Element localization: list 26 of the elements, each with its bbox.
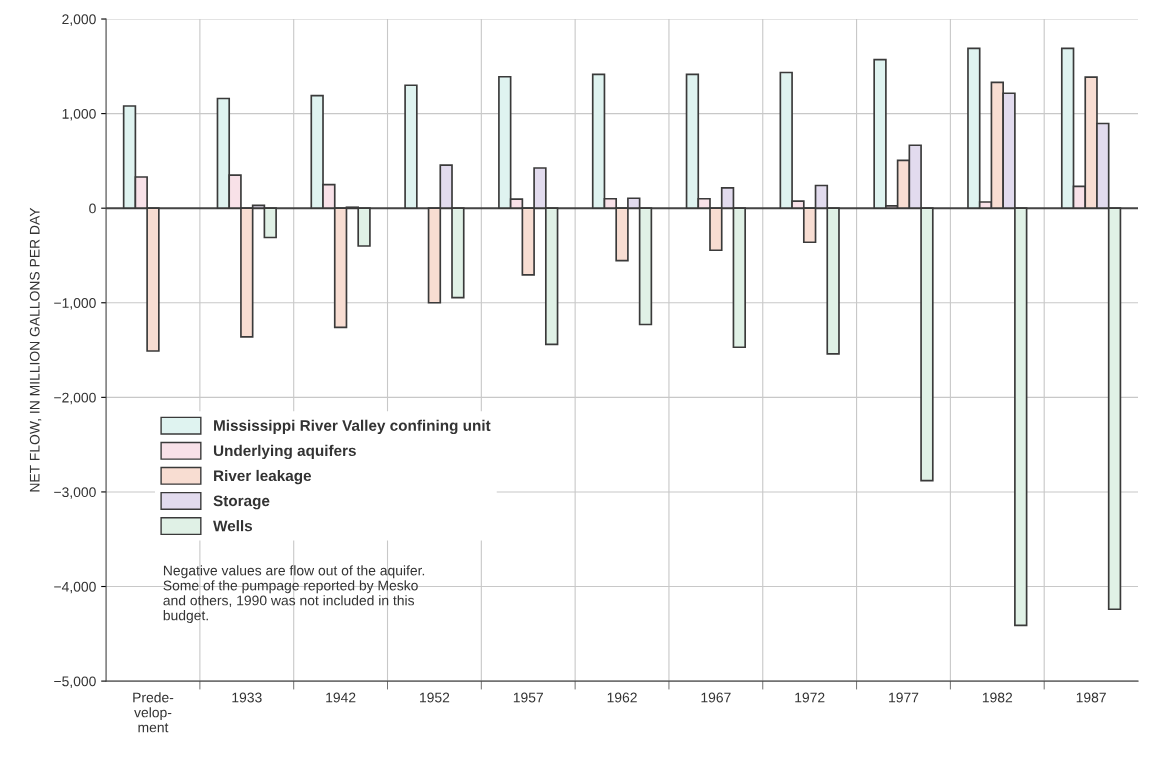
- annotation: Negative values are flow out of the aquifer. Some of the pumpage reported by Mesko and others, 1990 was not included in this budget.: [163, 565, 425, 624]
- legend-label: Underlying aquifers: [213, 444, 356, 460]
- legend-label: Wells: [213, 520, 253, 532]
- y-tick-label: −4,000: [54, 581, 96, 594]
- x-tick-label: 1987: [1076, 692, 1106, 703]
- legend-label: River leakage: [214, 469, 312, 485]
- y-tick-label: 1,000: [62, 108, 96, 121]
- x-tick-label: 1967: [701, 692, 731, 703]
- x-tick-label: 1952: [420, 692, 450, 703]
- x-tick-label: 1933: [232, 692, 262, 703]
- x-tick-label: 1982: [982, 692, 1013, 703]
- y-axis-title: NET FLOW, IN MILLION GALLONS PER DAY: [29, 207, 42, 492]
- x-tick-label: 1972: [795, 692, 825, 703]
- y-tick-label: −2,000: [54, 392, 96, 405]
- y-tick-label: −1,000: [54, 298, 96, 310]
- x-tick-label: 1977: [889, 692, 919, 703]
- legend-label: Mississippi River Valley confining unit: [214, 419, 491, 435]
- x-tick-label: 1957: [513, 692, 543, 703]
- x-tick-label: Prede- velop- ment: [133, 692, 174, 733]
- y-tick-label: 2,000: [62, 14, 96, 26]
- legend-label: Storage: [213, 495, 270, 510]
- y-tick-label: −5,000: [54, 676, 96, 688]
- y-tick-label: 0: [89, 203, 96, 214]
- y-tick-label: −3,000: [54, 487, 96, 499]
- x-tick-label: 1962: [607, 692, 637, 703]
- x-tick-label: 1942: [326, 692, 356, 703]
